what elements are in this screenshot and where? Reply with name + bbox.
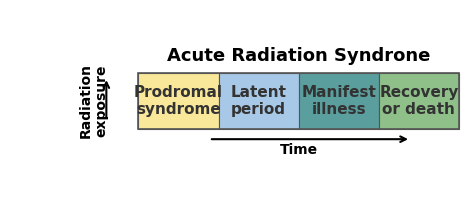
FancyBboxPatch shape [138, 73, 219, 129]
Text: Manifest
illness: Manifest illness [301, 85, 376, 117]
Text: Recovery
or death: Recovery or death [379, 85, 459, 117]
Text: Prodromal
syndrome: Prodromal syndrome [134, 85, 223, 117]
FancyBboxPatch shape [299, 73, 379, 129]
Text: Acute Radiation Syndrone: Acute Radiation Syndrone [167, 48, 430, 65]
Text: Time: Time [280, 143, 318, 156]
Text: Radiation
exposure: Radiation exposure [78, 63, 109, 138]
Text: Latent
period: Latent period [231, 85, 287, 117]
FancyBboxPatch shape [379, 73, 459, 129]
FancyBboxPatch shape [219, 73, 299, 129]
